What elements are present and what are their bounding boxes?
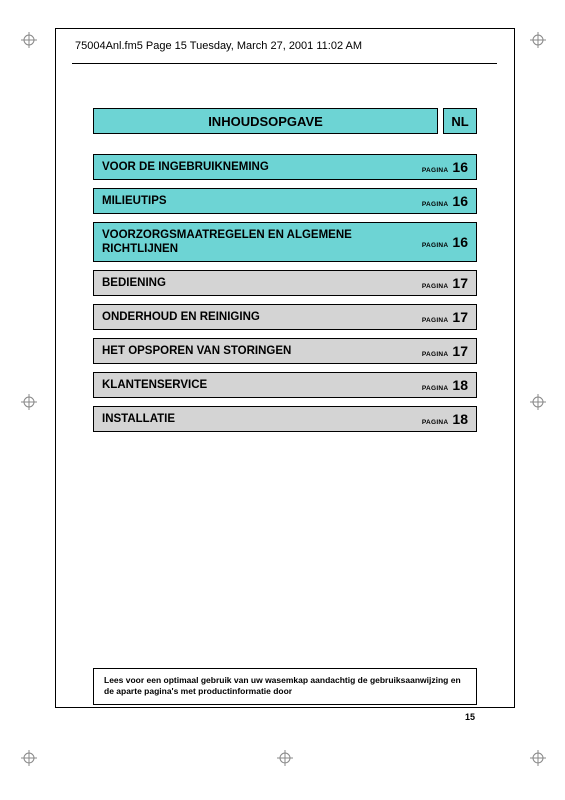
- registration-mark-icon: [21, 750, 37, 766]
- toc-page-group: PAGINA18: [422, 411, 468, 427]
- toc-item-title: VOORZORGSMAATREGELEN EN ALGEMENE RICHTLI…: [102, 228, 362, 257]
- title-row: INHOUDSOPGAVE NL: [93, 108, 477, 134]
- toc-row: VOOR DE INGEBRUIKNEMING PAGINA16: [93, 154, 477, 180]
- toc-page-number: 18: [452, 377, 468, 393]
- registration-mark-icon: [530, 394, 546, 410]
- toc-page-number: 18: [452, 411, 468, 427]
- toc-page-group: PAGINA17: [422, 275, 468, 291]
- toc-row: BEDIENING PAGINA17: [93, 270, 477, 296]
- toc-row: KLANTENSERVICE PAGINA18: [93, 372, 477, 398]
- language-code: NL: [451, 114, 468, 129]
- registration-mark-icon: [530, 750, 546, 766]
- toc-list: VOOR DE INGEBRUIKNEMINGPAGINA16MILIEUTIP…: [93, 154, 477, 432]
- header-rule: [72, 63, 497, 64]
- toc-item-title: BEDIENING: [102, 276, 166, 290]
- toc-page-group: PAGINA16: [422, 159, 468, 175]
- toc-row: ONDERHOUD EN REINIGING PAGINA17: [93, 304, 477, 330]
- toc-item-title: MILIEUTIPS: [102, 194, 167, 208]
- toc-item-title: HET OPSPOREN VAN STORINGEN: [102, 344, 291, 358]
- toc-page-label: PAGINA: [422, 201, 449, 208]
- toc-page-label: PAGINA: [422, 351, 449, 358]
- title-text: INHOUDSOPGAVE: [208, 114, 323, 129]
- toc-page-label: PAGINA: [422, 317, 449, 324]
- language-box: NL: [443, 108, 477, 134]
- toc-page-group: PAGINA16: [422, 193, 468, 209]
- toc-page-number: 16: [452, 234, 468, 250]
- registration-mark-icon: [277, 750, 293, 766]
- title-box: INHOUDSOPGAVE: [93, 108, 438, 134]
- toc-row: INSTALLATIE PAGINA18: [93, 406, 477, 432]
- toc-page-label: PAGINA: [422, 419, 449, 426]
- toc-row: MILIEUTIPS PAGINA16: [93, 188, 477, 214]
- file-header: 75004Anl.fm5 Page 15 Tuesday, March 27, …: [75, 40, 362, 52]
- toc-page-number: 17: [452, 275, 468, 291]
- toc-page-label: PAGINA: [422, 242, 449, 249]
- toc-page-number: 17: [452, 309, 468, 325]
- footer-note-text: Lees voor een optimaal gebruik van uw wa…: [104, 675, 461, 696]
- toc-page-group: PAGINA18: [422, 377, 468, 393]
- toc-item-title: ONDERHOUD EN REINIGING: [102, 310, 260, 324]
- toc-page-number: 17: [452, 343, 468, 359]
- toc-page-group: PAGINA17: [422, 343, 468, 359]
- registration-mark-icon: [21, 32, 37, 48]
- toc-item-title: KLANTENSERVICE: [102, 378, 207, 392]
- toc-page-number: 16: [452, 193, 468, 209]
- page-number: 15: [465, 712, 475, 722]
- toc-page-label: PAGINA: [422, 283, 449, 290]
- content-region: INHOUDSOPGAVE NL VOOR DE INGEBRUIKNEMING…: [93, 108, 477, 440]
- toc-page-label: PAGINA: [422, 385, 449, 392]
- toc-page-number: 16: [452, 159, 468, 175]
- registration-mark-icon: [530, 32, 546, 48]
- toc-item-title: VOOR DE INGEBRUIKNEMING: [102, 160, 269, 174]
- registration-mark-icon: [21, 394, 37, 410]
- footer-note-box: Lees voor een optimaal gebruik van uw wa…: [93, 668, 477, 705]
- toc-row: HET OPSPOREN VAN STORINGEN PAGINA17: [93, 338, 477, 364]
- toc-page-group: PAGINA17: [422, 309, 468, 325]
- toc-page-label: PAGINA: [422, 167, 449, 174]
- toc-item-title: INSTALLATIE: [102, 412, 175, 426]
- toc-row: VOORZORGSMAATREGELEN EN ALGEMENE RICHTLI…: [93, 222, 477, 262]
- toc-page-group: PAGINA16: [422, 234, 468, 250]
